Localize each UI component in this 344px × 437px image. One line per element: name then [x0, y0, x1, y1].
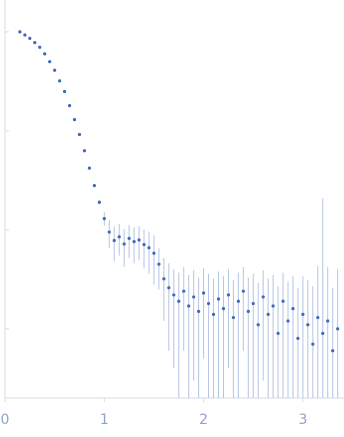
point: [296, 336, 300, 341]
point: [187, 304, 191, 308]
point: [206, 301, 211, 306]
point: [152, 251, 156, 255]
point: [167, 286, 171, 290]
point: [301, 312, 305, 316]
point: [321, 331, 325, 335]
x-tick-label: 1: [100, 412, 109, 428]
point: [202, 291, 206, 295]
point: [48, 60, 52, 64]
points: [18, 30, 340, 353]
point: [336, 327, 340, 331]
point: [92, 183, 96, 188]
x-tick-label: 0: [1, 412, 10, 428]
point: [281, 299, 285, 303]
point: [192, 295, 196, 299]
point: [162, 277, 166, 281]
point: [197, 309, 201, 313]
point: [127, 236, 131, 240]
x-tick-label: 3: [298, 412, 307, 428]
point: [53, 68, 57, 72]
point: [286, 319, 290, 323]
error-bars: [19, 31, 339, 398]
point: [172, 293, 176, 297]
point: [82, 149, 87, 153]
point: [226, 293, 231, 297]
point: [107, 230, 111, 234]
point: [147, 246, 151, 250]
point: [87, 166, 92, 170]
point: [58, 79, 62, 83]
point: [261, 295, 265, 299]
point: [137, 238, 141, 242]
point: [211, 312, 216, 316]
point: [142, 242, 146, 247]
point: [67, 104, 72, 108]
point: [62, 89, 67, 94]
point: [241, 289, 245, 293]
point: [246, 309, 250, 313]
point: [18, 30, 22, 34]
point: [117, 235, 121, 239]
point: [326, 319, 330, 323]
point: [132, 240, 136, 244]
point: [316, 315, 320, 320]
point: [311, 342, 315, 346]
point: [177, 299, 181, 303]
point: [266, 312, 270, 316]
point: [43, 52, 47, 56]
point: [271, 304, 275, 308]
x-tick-label: 2: [199, 412, 208, 428]
point: [33, 40, 37, 45]
point: [231, 315, 235, 320]
point: [77, 132, 82, 137]
point: [102, 216, 106, 221]
point: [331, 349, 335, 353]
point: [97, 200, 101, 204]
point: [276, 331, 280, 335]
point: [221, 307, 226, 311]
point: [122, 242, 126, 246]
point: [23, 33, 27, 37]
point: [216, 297, 221, 301]
point: [306, 323, 310, 327]
point: [28, 36, 32, 40]
point: [251, 301, 255, 306]
point: [256, 323, 260, 327]
point: [72, 117, 77, 122]
point: [112, 238, 116, 243]
point: [291, 307, 295, 311]
point: [236, 299, 240, 303]
point: [38, 45, 42, 49]
point: [182, 289, 186, 293]
point: [157, 262, 161, 266]
